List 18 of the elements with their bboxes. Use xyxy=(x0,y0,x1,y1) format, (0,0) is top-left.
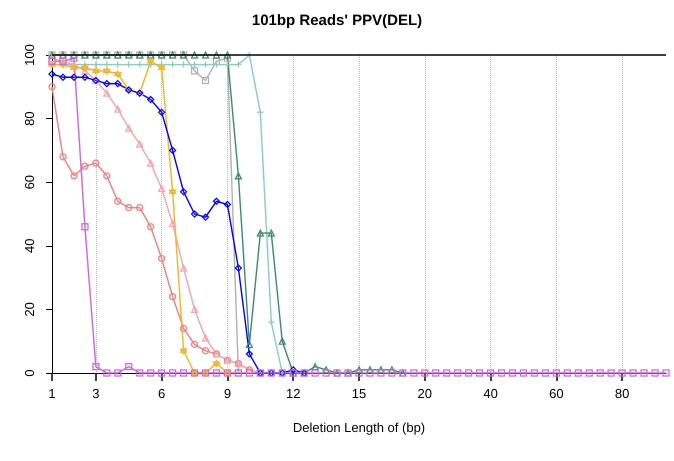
x-tick-label: 9 xyxy=(224,386,232,401)
x-tick-label: 6 xyxy=(158,386,166,401)
x-tick-label: 15 xyxy=(352,386,366,401)
x-tick-label: 80 xyxy=(614,386,630,401)
x-tick-label: 60 xyxy=(549,386,564,401)
x-tick-label: 12 xyxy=(286,386,300,401)
y-tick-label: 20 xyxy=(22,302,37,317)
y-tick-label: 100 xyxy=(22,44,37,66)
x-tick-label: 1 xyxy=(48,386,56,401)
x-axis-title: Deletion Length of (bp) xyxy=(292,420,426,435)
x-tick-label: 20 xyxy=(418,386,432,401)
y-tick-label: 80 xyxy=(22,111,37,126)
y-tick-label: 40 xyxy=(22,238,37,254)
y-tick-label: 0 xyxy=(22,369,37,377)
y-tick-label: 60 xyxy=(22,174,37,190)
x-tick-label: 40 xyxy=(483,386,498,401)
x-tick-label: 3 xyxy=(92,386,100,401)
chart-title: 101bp Reads' PPV(DEL) xyxy=(252,12,422,29)
